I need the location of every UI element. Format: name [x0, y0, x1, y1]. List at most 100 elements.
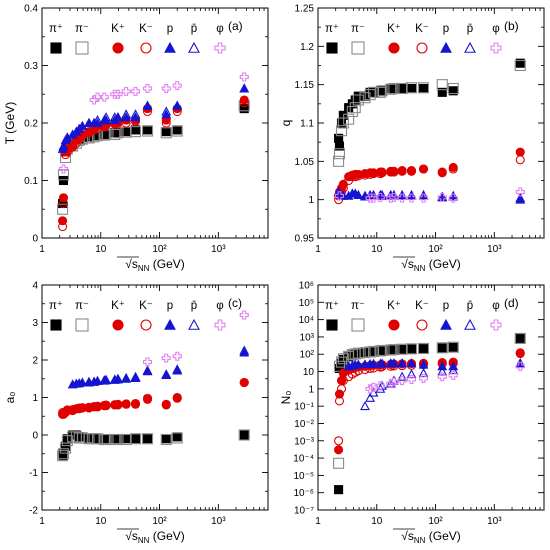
- data-point: [113, 89, 123, 99]
- data-point: [388, 344, 400, 356]
- data-point: [70, 431, 82, 443]
- data-point: [515, 358, 526, 368]
- legend-marker: [351, 41, 365, 55]
- data-point: [101, 374, 111, 384]
- data-point: [120, 433, 132, 446]
- data-point: [367, 345, 380, 357]
- legend-label: K⁺: [387, 23, 401, 35]
- legend-label: K⁺: [387, 300, 401, 312]
- legend-label: π⁺: [325, 300, 339, 312]
- data-point: [142, 393, 153, 403]
- data-point: [110, 400, 120, 410]
- data-point: [130, 434, 141, 444]
- data-point: [89, 376, 100, 386]
- y-tick-label: 10⁴: [299, 315, 314, 326]
- x-tick-label: 10²: [428, 244, 443, 255]
- data-point: [239, 377, 249, 388]
- x-tick-label: 1: [39, 516, 45, 527]
- data-point: [160, 433, 172, 446]
- data-point: [448, 193, 458, 203]
- data-point: [172, 351, 182, 361]
- data-point: [89, 95, 99, 105]
- data-point: [172, 81, 182, 91]
- data-point: [101, 400, 111, 410]
- data-point: [239, 345, 250, 355]
- legend-marker: [490, 42, 502, 54]
- x-tick-label: 10²: [428, 516, 443, 527]
- data-point: [334, 389, 345, 399]
- data-point: [353, 359, 364, 369]
- data-point: [406, 344, 417, 354]
- legend-label: p: [443, 23, 449, 35]
- y-tick-label: 10⁻¹: [294, 402, 314, 413]
- legend-label: p: [443, 300, 449, 312]
- y-tick-label: 0: [32, 431, 38, 442]
- data-point: [161, 399, 171, 409]
- legend-label: K⁻: [139, 23, 153, 35]
- data-point: [437, 167, 447, 177]
- y-tick-label: 10⁶: [299, 281, 314, 292]
- data-point: [368, 193, 379, 203]
- data-point: [437, 361, 448, 371]
- y-tick-label: 0.3: [24, 61, 38, 72]
- legend-marker: [50, 319, 62, 331]
- data-point: [418, 83, 429, 94]
- data-point: [112, 433, 124, 446]
- data-point: [58, 221, 68, 232]
- data-point: [239, 83, 250, 93]
- data-point: [360, 170, 370, 180]
- y-tick-label: 10⁻³: [294, 436, 314, 447]
- data-point: [515, 361, 525, 371]
- data-point: [121, 372, 132, 382]
- data-point: [417, 82, 430, 94]
- data-point: [113, 112, 123, 122]
- data-point: [58, 175, 69, 186]
- legend-label: K⁺: [111, 23, 125, 35]
- y-tick-label: 4: [32, 281, 38, 292]
- data-point: [406, 193, 417, 203]
- data-point: [161, 353, 171, 363]
- y-tick-label: 10⁻⁷: [294, 506, 314, 517]
- chart-panel-c: 1 10 10² 10³ -2 -1 0 1 2 3 4 √sNN (GeV) a₀ (c) π⁺ π⁻ K⁺ K…: [3, 281, 269, 545]
- data-point: [142, 357, 153, 367]
- data-point: [161, 83, 171, 94]
- data-point: [89, 117, 100, 127]
- legend-label: π⁺: [325, 23, 339, 35]
- data-point: [84, 402, 94, 412]
- y-tick-label: 10³: [300, 332, 315, 343]
- data-point: [377, 358, 387, 368]
- x-tick-label: 1: [315, 244, 321, 255]
- y-tick-label: 10⁻⁶: [293, 488, 314, 499]
- data-point: [349, 102, 361, 114]
- data-point: [84, 377, 94, 387]
- data-point: [437, 87, 447, 97]
- x-tick-label: 10³: [487, 516, 502, 527]
- data-point: [418, 193, 429, 203]
- data-point: [92, 92, 103, 102]
- panel-label: (a): [228, 19, 243, 33]
- data-point: [376, 344, 388, 357]
- data-point: [121, 399, 131, 409]
- data-point: [406, 83, 417, 94]
- x-axis-label: √sNN (GeV): [401, 529, 461, 545]
- x-tick-label: 10: [95, 516, 107, 527]
- data-point: [142, 125, 153, 135]
- y-axis-label: N₀: [279, 391, 293, 405]
- legend-label: π⁺: [49, 300, 63, 312]
- data-point: [335, 125, 348, 137]
- y-tick-label: 3: [32, 318, 38, 329]
- legend-marker: [140, 42, 152, 54]
- legend-label: π⁻: [75, 300, 89, 312]
- data-point: [447, 341, 459, 353]
- legend-marker: [164, 318, 176, 330]
- legend-label: p̄: [191, 300, 197, 312]
- data-point: [405, 82, 418, 94]
- data-point: [437, 343, 447, 353]
- data-point: [172, 100, 183, 110]
- data-point: [110, 89, 120, 99]
- data-point: [57, 448, 70, 460]
- y-tick-label: 1: [32, 393, 38, 404]
- legend-label: K⁻: [139, 300, 153, 312]
- chart-panel-d: 1 10 10² 10³ 10⁻⁷ 10⁻⁶ 10⁻⁵ 10⁻⁴ 10⁻³ 10⁻² 10⁻¹ 1 10…: [279, 281, 545, 545]
- y-tick-label: 2: [32, 356, 38, 367]
